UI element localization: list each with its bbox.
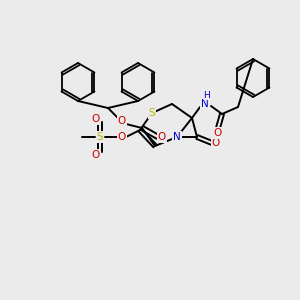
Text: O: O [118,132,126,142]
Text: O: O [213,128,221,138]
Text: O: O [92,150,100,160]
Text: N: N [201,99,209,109]
Text: O: O [212,138,220,148]
Text: O: O [158,132,166,142]
Text: O: O [118,116,126,126]
Text: O: O [92,114,100,124]
Text: S: S [97,132,103,142]
Text: H: H [204,91,210,100]
Text: N: N [173,132,181,142]
Text: S: S [149,108,155,118]
